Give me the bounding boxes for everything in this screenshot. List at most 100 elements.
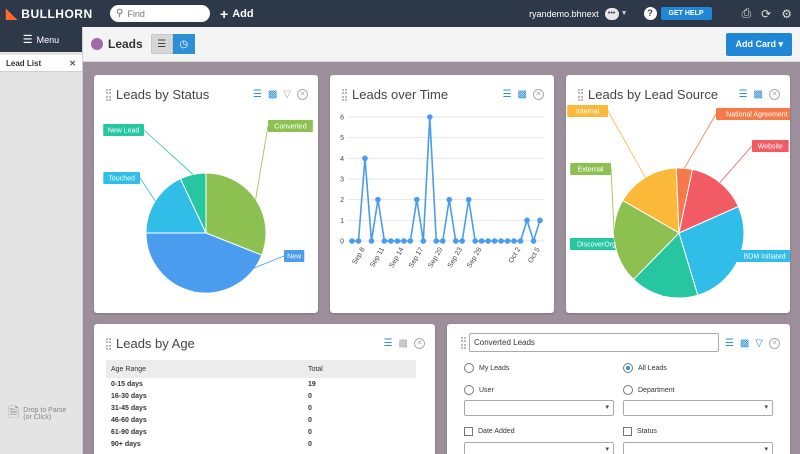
date-added-select[interactable] [464, 442, 614, 454]
search-input[interactable] [127, 8, 204, 19]
list-icon[interactable]: ☰ [724, 338, 734, 349]
data-point[interactable] [355, 238, 362, 244]
pie-slice-converted[interactable] [205, 172, 267, 256]
list-icon[interactable]: ☰ [502, 89, 512, 100]
checkbox-status[interactable]: Status [623, 427, 657, 436]
data-point[interactable] [485, 238, 491, 244]
list-icon[interactable]: ☰ [252, 89, 262, 100]
data-point[interactable] [407, 238, 414, 244]
data-point[interactable] [433, 238, 440, 244]
get-help-button[interactable]: GET HELP [660, 7, 712, 20]
filter-icon[interactable]: ▽ [283, 89, 291, 100]
data-point[interactable] [375, 196, 381, 203]
data-point[interactable] [537, 217, 543, 224]
data-point[interactable] [498, 238, 504, 244]
user-select[interactable] [464, 400, 614, 416]
document-icon: 🗎 [8, 404, 20, 420]
data-point[interactable] [394, 238, 401, 244]
close-icon[interactable]: ✕ [297, 89, 308, 100]
radio-user[interactable]: User [464, 385, 494, 395]
checkbox[interactable] [464, 427, 473, 436]
x-tick-label: Sep 17 [408, 246, 425, 269]
radio-all-leads[interactable]: All Leads [623, 363, 667, 373]
drag-handle-icon[interactable] [461, 337, 466, 349]
close-icon[interactable]: ✕ [533, 89, 544, 100]
radio-department[interactable]: Department [623, 385, 675, 395]
print-icon[interactable]: ⎙ [741, 6, 752, 20]
data-point[interactable] [381, 238, 388, 244]
radio-button[interactable] [464, 363, 474, 373]
source-pie-chart: Internal National Agreement Website BDM Ini… [567, 105, 790, 299]
tab-lead-list[interactable]: Lead List ✕ [0, 55, 82, 72]
radio-my-leads[interactable]: My Leads [464, 363, 509, 373]
drop-to-parse[interactable]: 🗎 Drop to Parse (or Click) [8, 402, 80, 426]
list-view-button[interactable]: ☰ [150, 34, 173, 54]
dashboard-view-button[interactable]: ◷ [172, 34, 195, 54]
data-point[interactable] [452, 238, 459, 244]
checkbox-date-added[interactable]: Date Added [464, 427, 515, 436]
pie-slice-new-lead[interactable] [179, 172, 207, 234]
data-point[interactable] [530, 238, 537, 244]
bar-chart-icon[interactable]: ▩ [753, 89, 763, 100]
data-point[interactable] [426, 114, 433, 120]
pie-label-box [752, 140, 789, 152]
menu-button[interactable]: ☰ Menu [0, 27, 82, 52]
data-point[interactable] [459, 238, 466, 244]
data-point[interactable] [439, 238, 446, 244]
refresh-icon[interactable]: ⟳ [761, 6, 772, 21]
status-select[interactable] [623, 442, 773, 454]
list-icon[interactable]: ☰ [383, 338, 393, 349]
drag-handle-icon[interactable] [578, 88, 583, 101]
data-point[interactable] [446, 196, 453, 203]
brand-logo[interactable]: ◣ BULLHORN [0, 5, 106, 22]
list-icon[interactable]: ☰ [738, 89, 748, 100]
department-select[interactable] [623, 400, 773, 416]
radio-button[interactable] [623, 385, 633, 395]
bar-chart-icon[interactable]: ▩ [739, 338, 750, 349]
data-point[interactable] [414, 196, 420, 203]
add-button[interactable]: + Add [220, 6, 254, 22]
drag-handle-icon[interactable] [342, 88, 347, 101]
close-icon[interactable]: ✕ [69, 58, 76, 68]
data-point[interactable] [401, 238, 407, 244]
username[interactable]: ryandemo.bhnext [529, 8, 599, 19]
data-point[interactable] [420, 238, 427, 244]
pie-slice-touched[interactable] [145, 178, 207, 234]
data-point[interactable] [517, 238, 524, 244]
data-point[interactable] [349, 238, 355, 244]
y-tick-label: 1 [340, 218, 344, 225]
filter-icon[interactable]: ▽ [755, 338, 763, 349]
data-point[interactable] [465, 196, 472, 203]
pie-slice-website[interactable] [678, 168, 740, 234]
close-icon[interactable]: ✕ [769, 338, 780, 349]
radio-button[interactable] [623, 363, 633, 373]
bar-chart-icon[interactable]: ▩ [398, 338, 408, 349]
search-box[interactable]: ⚲ [110, 5, 210, 22]
data-point[interactable] [368, 238, 375, 244]
data-point[interactable] [478, 238, 485, 244]
bar-chart-icon[interactable]: ▩ [267, 89, 278, 100]
close-icon[interactable]: ✕ [769, 89, 780, 100]
pie-label-box [567, 105, 608, 117]
drag-handle-icon[interactable] [106, 88, 111, 101]
data-point[interactable] [524, 217, 530, 224]
card-title-input[interactable]: Converted Leads [469, 333, 719, 352]
bar-chart-icon[interactable]: ▩ [517, 89, 527, 100]
chevron-down-icon[interactable]: ▼ [620, 10, 628, 17]
data-point[interactable] [362, 155, 368, 162]
data-point[interactable] [388, 238, 394, 244]
table-row: 31-45 days 0 [111, 405, 312, 412]
drag-handle-icon[interactable] [106, 337, 111, 350]
data-point[interactable] [491, 238, 498, 244]
checkbox[interactable] [623, 427, 632, 436]
help-icon[interactable]: ? [643, 7, 657, 20]
close-icon[interactable]: ✕ [414, 338, 425, 349]
chat-icon[interactable]: ••• [604, 7, 619, 20]
add-card-button[interactable]: Add Card ▾ [726, 32, 792, 56]
gear-icon[interactable]: ⚙ [781, 6, 792, 21]
data-point[interactable] [472, 238, 478, 244]
radio-button[interactable] [464, 385, 474, 395]
data-point[interactable] [504, 238, 511, 244]
data-point[interactable] [511, 238, 517, 244]
